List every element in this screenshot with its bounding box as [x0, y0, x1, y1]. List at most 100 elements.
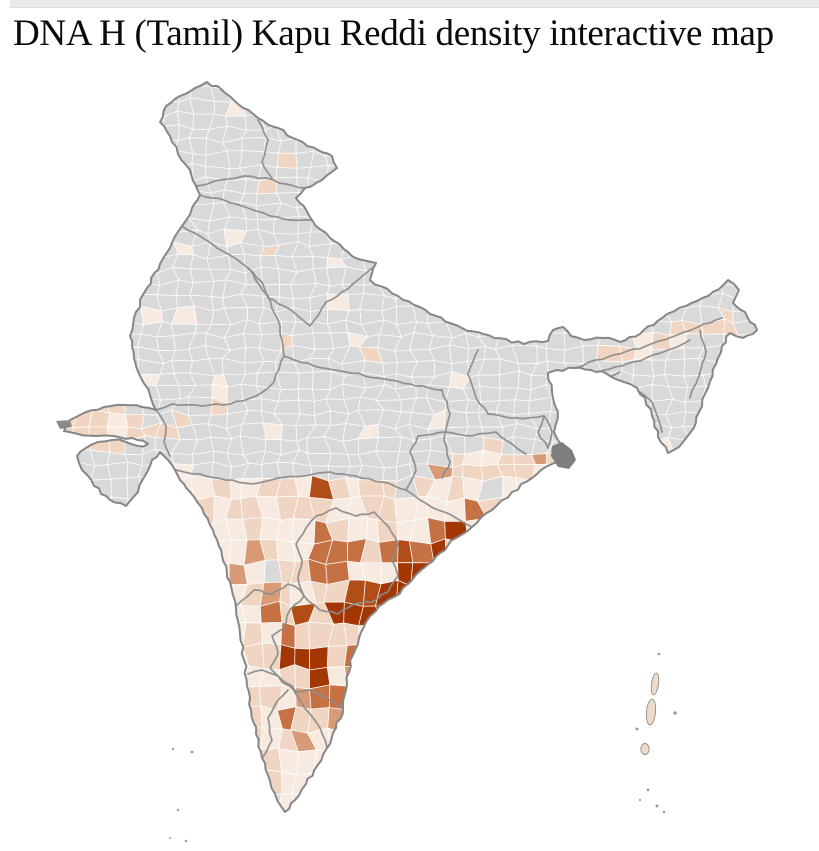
- district[interactable]: [597, 461, 618, 480]
- district[interactable]: [324, 110, 351, 131]
- district[interactable]: [312, 332, 335, 350]
- district[interactable]: [663, 539, 688, 566]
- district[interactable]: [89, 370, 105, 389]
- district[interactable]: [770, 462, 790, 479]
- district[interactable]: [528, 516, 550, 542]
- district[interactable]: [137, 646, 164, 671]
- district[interactable]: [700, 436, 722, 456]
- district[interactable]: [477, 296, 502, 311]
- district[interactable]: [399, 73, 413, 92]
- district[interactable]: [597, 127, 617, 144]
- district[interactable]: [598, 749, 624, 771]
- district[interactable]: [278, 388, 299, 402]
- district[interactable]: [241, 768, 265, 797]
- district[interactable]: [498, 727, 521, 753]
- district[interactable]: [568, 790, 584, 816]
- district[interactable]: [243, 179, 260, 195]
- district[interactable]: [496, 622, 513, 646]
- district[interactable]: [106, 279, 126, 296]
- district[interactable]: [53, 266, 76, 285]
- district[interactable]: [343, 141, 368, 157]
- district[interactable]: [172, 520, 192, 545]
- district[interactable]: [159, 179, 175, 192]
- district[interactable]: [732, 165, 757, 178]
- district[interactable]: [376, 272, 400, 284]
- district[interactable]: [42, 87, 60, 99]
- district[interactable]: [514, 177, 532, 191]
- district[interactable]: [551, 621, 568, 649]
- district[interactable]: [462, 645, 486, 669]
- district[interactable]: [631, 281, 658, 297]
- district[interactable]: [578, 141, 599, 157]
- district[interactable]: [443, 64, 463, 77]
- district[interactable]: [768, 63, 792, 72]
- district[interactable]: [673, 815, 687, 834]
- district[interactable]: [121, 75, 147, 88]
- district[interactable]: [392, 770, 418, 793]
- district[interactable]: [495, 61, 518, 78]
- district[interactable]: [89, 63, 107, 76]
- district[interactable]: [157, 214, 180, 234]
- district[interactable]: [58, 752, 80, 772]
- district[interactable]: [716, 149, 736, 167]
- district[interactable]: [632, 201, 652, 221]
- district[interactable]: [616, 582, 635, 603]
- district[interactable]: [172, 60, 192, 75]
- district[interactable]: [685, 284, 705, 295]
- district[interactable]: [690, 60, 705, 76]
- district[interactable]: [619, 768, 634, 792]
- district[interactable]: [773, 603, 790, 626]
- district[interactable]: [771, 126, 790, 142]
- district[interactable]: [671, 241, 687, 261]
- district[interactable]: [429, 663, 454, 691]
- district[interactable]: [86, 113, 111, 127]
- district[interactable]: [120, 604, 142, 628]
- district[interactable]: [630, 244, 652, 260]
- district[interactable]: [630, 769, 650, 795]
- district[interactable]: [341, 790, 367, 812]
- district[interactable]: [91, 496, 112, 519]
- district[interactable]: [103, 73, 126, 91]
- district[interactable]: [57, 768, 72, 793]
- district[interactable]: [111, 705, 129, 729]
- district[interactable]: [91, 294, 108, 310]
- district[interactable]: [601, 706, 620, 732]
- district[interactable]: [514, 789, 536, 817]
- district[interactable]: [382, 665, 402, 689]
- district[interactable]: [105, 518, 129, 542]
- district[interactable]: [109, 201, 123, 221]
- district[interactable]: [73, 499, 95, 518]
- district[interactable]: [359, 293, 385, 312]
- district[interactable]: [120, 346, 139, 363]
- district[interactable]: [613, 727, 640, 754]
- district[interactable]: [364, 126, 386, 143]
- district[interactable]: [664, 451, 691, 468]
- district[interactable]: [528, 73, 553, 92]
- district[interactable]: [618, 399, 633, 414]
- district[interactable]: [312, 371, 332, 391]
- district[interactable]: [714, 386, 743, 403]
- district[interactable]: [71, 439, 91, 451]
- district[interactable]: [768, 397, 788, 412]
- district[interactable]: [411, 280, 436, 298]
- district[interactable]: [53, 333, 78, 351]
- district[interactable]: [529, 60, 551, 74]
- district[interactable]: [395, 626, 415, 650]
- district[interactable]: [771, 270, 790, 286]
- district[interactable]: [86, 267, 113, 287]
- district[interactable]: [749, 268, 772, 287]
- district[interactable]: [209, 684, 233, 708]
- district[interactable]: [653, 124, 669, 142]
- district[interactable]: [736, 72, 754, 88]
- district[interactable]: [69, 189, 92, 207]
- district[interactable]: [702, 189, 718, 205]
- district[interactable]: [478, 769, 500, 793]
- district[interactable]: [566, 539, 586, 560]
- district[interactable]: [562, 151, 582, 169]
- district[interactable]: [60, 164, 78, 181]
- district[interactable]: [768, 685, 789, 711]
- district[interactable]: [753, 383, 772, 398]
- district[interactable]: [138, 126, 165, 143]
- district[interactable]: [517, 731, 534, 753]
- district[interactable]: [714, 191, 738, 207]
